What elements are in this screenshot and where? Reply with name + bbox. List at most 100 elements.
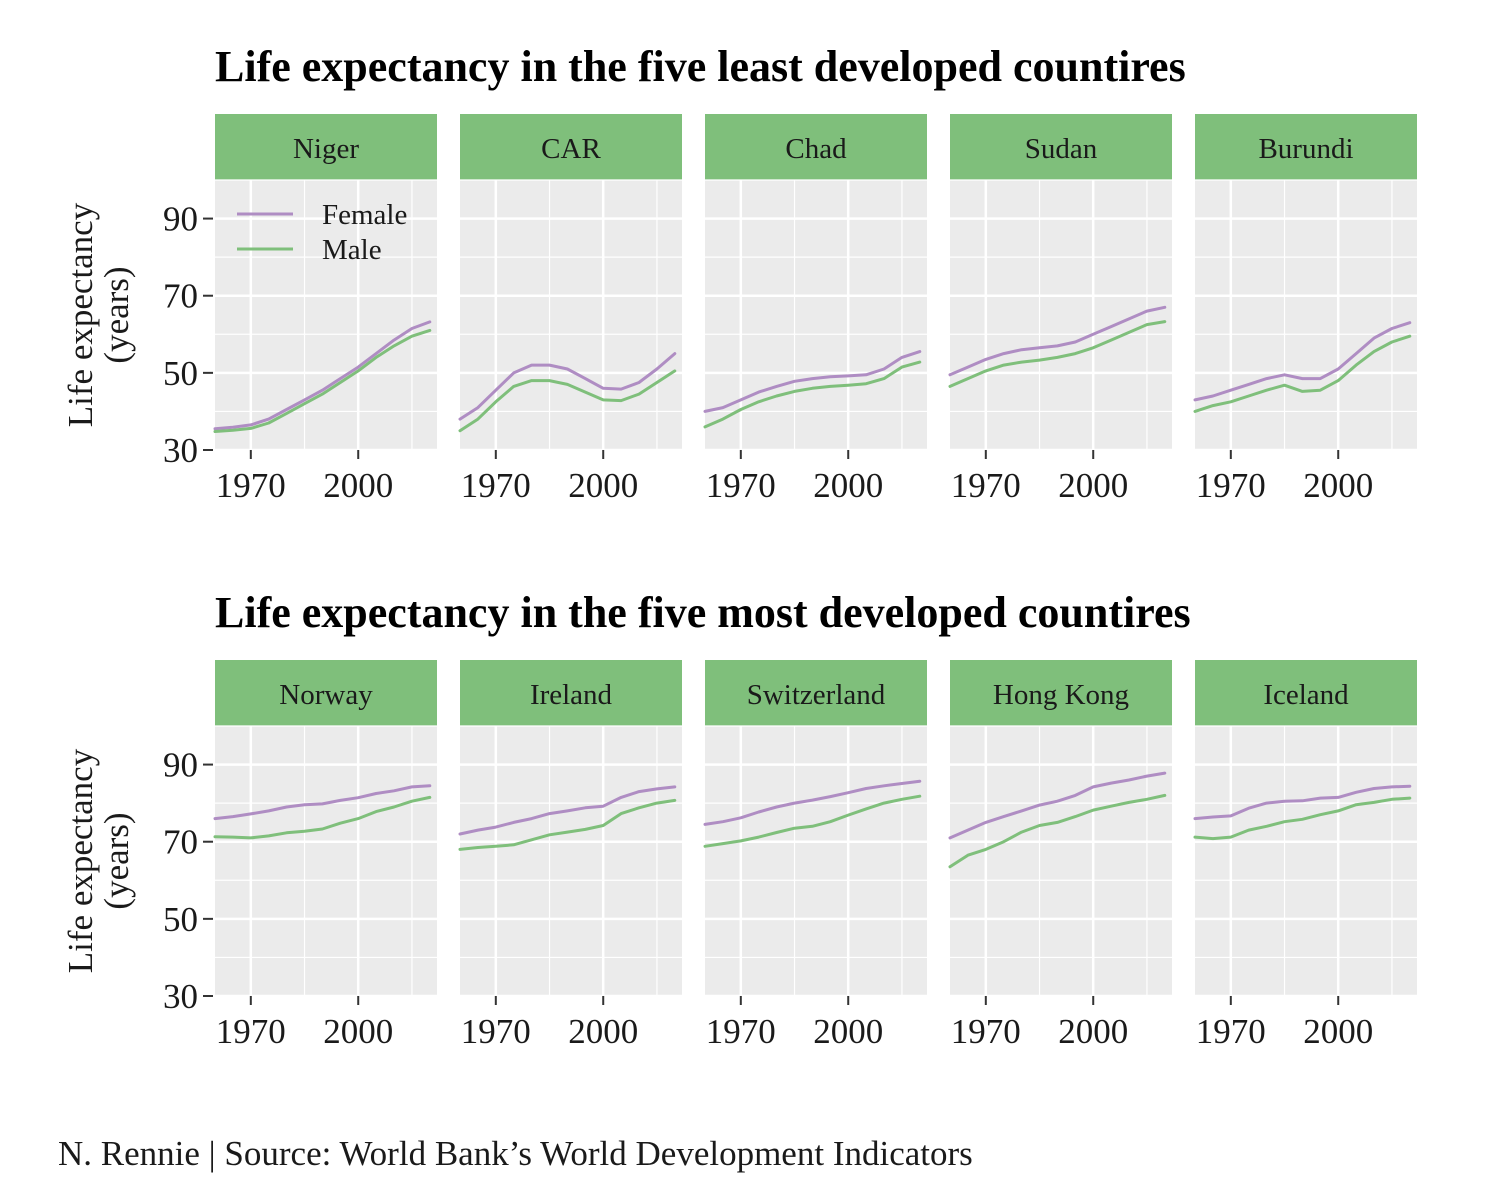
series-line-female — [703, 350, 922, 413]
panel-sudan: Sudan 1970 2000 — [948, 114, 1172, 505]
facet-strip — [1195, 660, 1417, 726]
panel-hong-kong: Hong Kong 1970 2000 — [948, 660, 1172, 1051]
series-line-male — [948, 793, 1167, 869]
facet-strip-label: Ireland — [530, 679, 613, 711]
facet-strip-label: Hong Kong — [993, 679, 1129, 711]
facet-chart-2: Life expectancy in the five most develop… — [61, 588, 1417, 1051]
facet-strip-label: Switzerland — [747, 679, 886, 711]
x-tick-label: 1970 — [216, 466, 286, 505]
panel-background — [1195, 180, 1417, 450]
panel-background — [215, 726, 437, 996]
x-tick-label: 1970 — [706, 1012, 776, 1051]
facet-strip — [1195, 114, 1417, 180]
y-tick-label: 70 — [163, 277, 198, 316]
series-line-male — [948, 320, 1167, 388]
y-tick-label: 30 — [163, 431, 198, 470]
series-line-female — [703, 779, 922, 826]
chart-title: Life expectancy in the five most develop… — [215, 588, 1191, 637]
panel-norway: Norway 1970 2000 — [213, 660, 437, 1051]
series-line-female — [1193, 784, 1412, 821]
series-line-male — [703, 794, 922, 848]
series-line-male — [1193, 334, 1412, 413]
panel-burundi: Burundi 1970 2000 — [1193, 114, 1417, 505]
y-tick-label: 50 — [163, 354, 198, 393]
facet-strip-label: Chad — [785, 133, 847, 165]
y-tick-label: 90 — [163, 200, 198, 239]
panel-switzerland: Switzerland 1970 2000 — [703, 660, 927, 1051]
y-axis-label-line: Life expectancy — [61, 748, 100, 973]
panel-background — [460, 180, 682, 450]
series-line-male — [458, 798, 677, 851]
facet-strip — [215, 114, 437, 180]
series-line-female — [213, 784, 432, 821]
y-tick-label: 50 — [163, 900, 198, 939]
facet-strip — [705, 114, 927, 180]
facet-strip-label: Norway — [279, 679, 373, 711]
facet-strip — [215, 660, 437, 726]
x-tick-label: 2000 — [813, 466, 883, 505]
facet-strip — [705, 660, 927, 726]
x-tick-label: 1970 — [1196, 1012, 1266, 1051]
x-tick-label: 2000 — [1058, 1012, 1128, 1051]
legend-label-male: Male — [322, 234, 382, 266]
x-tick-label: 2000 — [568, 466, 638, 505]
x-tick-label: 2000 — [323, 1012, 393, 1051]
panel-background — [950, 726, 1172, 996]
y-tick-label: 70 — [163, 823, 198, 862]
source-caption: N. Rennie | Source: World Bank’s World D… — [58, 1134, 973, 1173]
x-tick-label: 1970 — [216, 1012, 286, 1051]
y-axis-label-line: (years) — [97, 812, 136, 909]
x-tick-label: 1970 — [951, 466, 1021, 505]
facet-strip — [460, 660, 682, 726]
series-line-male — [213, 795, 432, 840]
series-line-female — [948, 305, 1167, 377]
series-line-female — [1193, 321, 1412, 402]
y-axis-label-line: (years) — [97, 266, 136, 363]
y-axis-label-line: Life expectancy — [61, 202, 100, 427]
series-line-male — [703, 360, 922, 429]
series-line-female — [458, 352, 677, 421]
x-tick-label: 1970 — [706, 466, 776, 505]
x-tick-label: 2000 — [1303, 466, 1373, 505]
y-tick-label: 30 — [163, 977, 198, 1016]
x-tick-label: 1970 — [951, 1012, 1021, 1051]
facet-strip-label: Niger — [293, 133, 359, 165]
legend-label-female: Female — [322, 199, 407, 231]
panel-background — [460, 726, 682, 996]
x-tick-label: 1970 — [1196, 466, 1266, 505]
chart-title: Life expectancy in the five least develo… — [215, 42, 1186, 91]
x-tick-label: 2000 — [1058, 466, 1128, 505]
facet-strip-label: Sudan — [1025, 133, 1098, 165]
facet-strip — [950, 660, 1172, 726]
x-tick-label: 2000 — [1303, 1012, 1373, 1051]
facet-strip-label: Iceland — [1263, 679, 1349, 711]
panel-ireland: Ireland 1970 2000 — [458, 660, 682, 1051]
series-line-male — [458, 369, 677, 433]
facet-chart-1: Life expectancy in the five least develo… — [61, 42, 1417, 505]
panel-background — [1195, 726, 1417, 996]
y-axis-label: Life expectancy(years) — [61, 202, 136, 427]
x-tick-label: 2000 — [323, 466, 393, 505]
series-line-male — [1193, 796, 1412, 841]
series-line-female — [948, 771, 1167, 840]
series-line-female — [458, 785, 677, 836]
x-tick-label: 2000 — [813, 1012, 883, 1051]
panel-niger: Niger 1970 2000 — [213, 114, 437, 505]
facet-strip — [950, 114, 1172, 180]
x-tick-label: 1970 — [461, 466, 531, 505]
x-tick-label: 2000 — [568, 1012, 638, 1051]
y-tick-label: 90 — [163, 746, 198, 785]
panel-car: CAR 1970 2000 — [458, 114, 682, 505]
series-line-male — [213, 328, 432, 433]
panel-background — [705, 726, 927, 996]
panel-iceland: Iceland 1970 2000 — [1193, 660, 1417, 1051]
y-axis-label: Life expectancy(years) — [61, 748, 136, 973]
facet-strip-label: Burundi — [1258, 133, 1353, 165]
panel-chad: Chad 1970 2000 — [703, 114, 927, 505]
x-tick-label: 1970 — [461, 1012, 531, 1051]
facet-strip-label: CAR — [541, 133, 601, 165]
series-line-female — [213, 320, 432, 431]
facet-strip — [460, 114, 682, 180]
